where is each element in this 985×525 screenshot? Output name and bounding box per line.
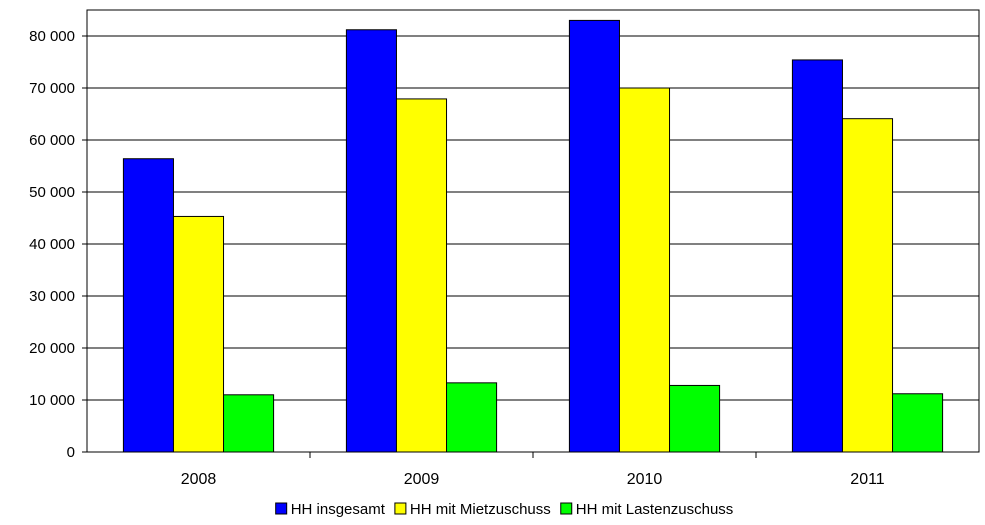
bar	[223, 394, 275, 453]
x-tick-label: 2008	[181, 471, 217, 488]
y-tick-label: 30 000	[29, 288, 75, 305]
x-tick-label: 2011	[850, 471, 885, 488]
legend-swatch	[560, 502, 573, 515]
bar	[618, 87, 671, 453]
bar	[791, 59, 843, 453]
x-tick-label: 2009	[404, 471, 440, 488]
bar	[395, 98, 448, 453]
legend-label: HH insgesamt	[291, 501, 386, 518]
y-tick-label: 60 000	[29, 132, 75, 149]
y-tick-label: 40 000	[29, 236, 75, 253]
legend-label: HH mit Lastenzuschuss	[576, 501, 734, 518]
y-tick-label: 0	[67, 444, 75, 461]
y-tick-label: 20 000	[29, 340, 75, 357]
bar	[122, 158, 174, 453]
y-tick-label: 50 000	[29, 184, 75, 201]
legend-label: HH mit Mietzuschuss	[410, 501, 551, 518]
legend: HH insgesamt HH mit Mietzuschuss HH mit La…	[275, 501, 734, 518]
bar	[172, 215, 225, 453]
y-tick-label: 80 000	[29, 28, 75, 45]
bar	[669, 384, 721, 453]
y-tick-label: 10 000	[29, 392, 75, 409]
bar	[892, 393, 944, 453]
bar	[568, 19, 620, 453]
bar	[345, 29, 397, 453]
y-tick-label: 70 000	[29, 80, 75, 97]
x-tick-label: 2010	[627, 471, 663, 488]
bar	[841, 118, 894, 453]
legend-swatch	[394, 502, 407, 515]
bar	[446, 382, 498, 453]
legend-swatch	[275, 502, 288, 515]
